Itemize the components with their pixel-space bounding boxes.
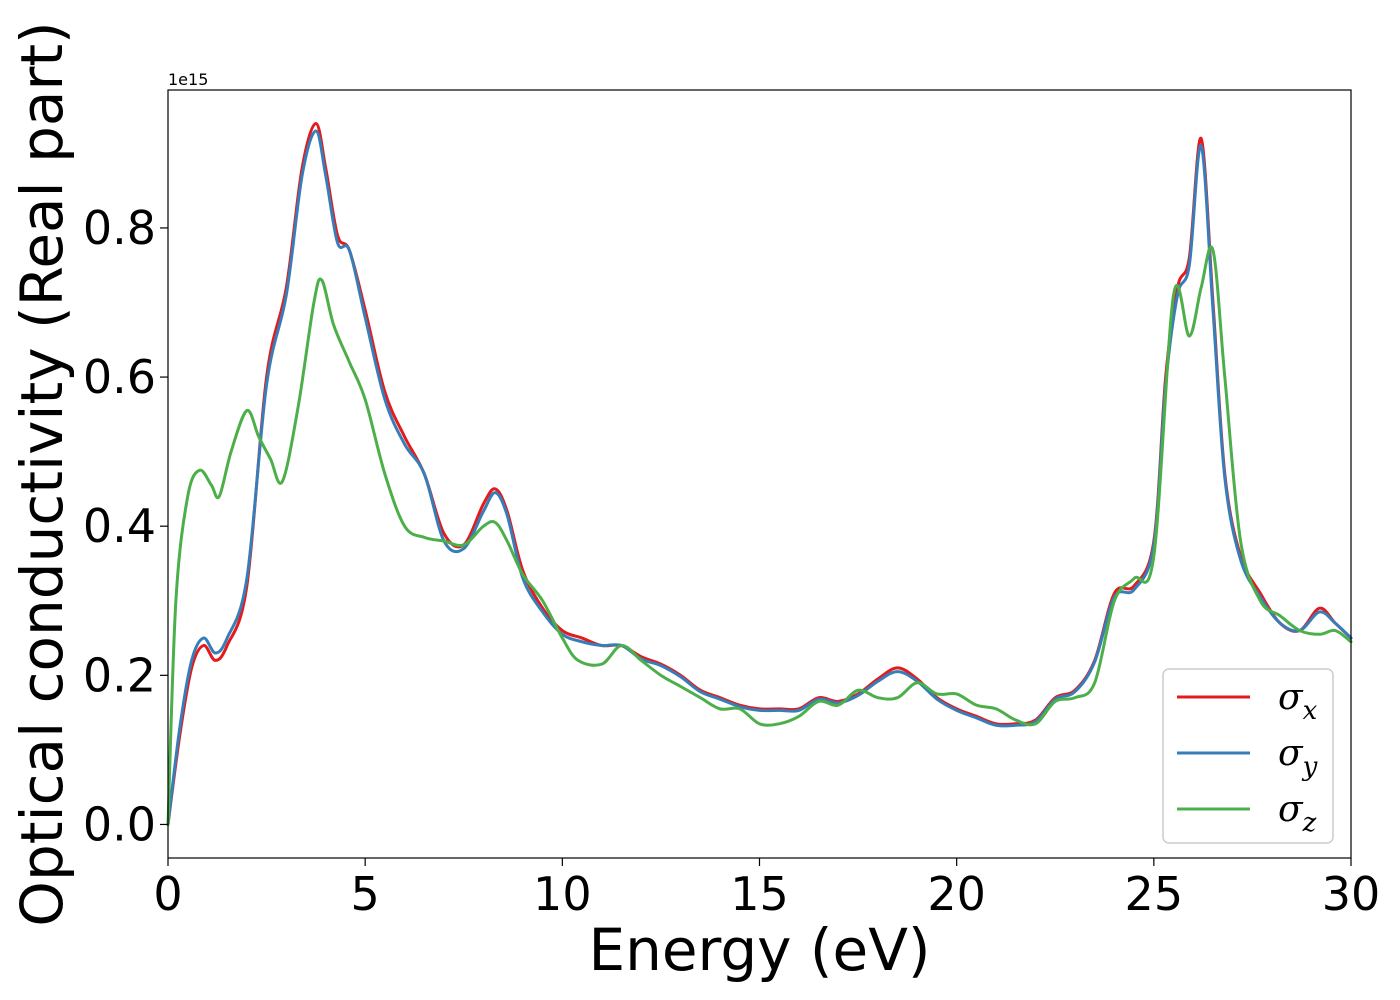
legend-label-x: σx bbox=[1278, 677, 1318, 726]
legend-label-z: σz bbox=[1278, 789, 1317, 838]
y-axis: 0.0 0.2 0.4 0.6 0.8 bbox=[83, 201, 168, 851]
y-tick-label: 0.0 bbox=[83, 797, 156, 851]
y-tick-label: 0.8 bbox=[83, 201, 156, 255]
legend-box bbox=[1162, 668, 1334, 844]
series-line-z bbox=[166, 245, 1353, 826]
y-tick-label: 0.4 bbox=[83, 499, 156, 553]
y-tick-label: 0.2 bbox=[83, 648, 156, 702]
x-tick-label: 10 bbox=[533, 867, 592, 921]
series-line-y bbox=[166, 129, 1353, 826]
x-tick-label: 30 bbox=[1322, 867, 1381, 921]
x-axis-label: Energy (eV) bbox=[588, 916, 930, 984]
plot-background bbox=[168, 90, 1351, 858]
x-axis: 0 5 10 15 20 25 30 bbox=[153, 858, 1380, 921]
y-axis-label: Optical conductivity (Real part) bbox=[8, 21, 76, 926]
x-tick-label: 15 bbox=[730, 867, 789, 921]
legend-label-y: σy bbox=[1278, 733, 1318, 782]
x-tick-label: 0 bbox=[153, 867, 182, 921]
x-tick-label: 5 bbox=[351, 867, 380, 921]
y-offset-label: 1e15 bbox=[168, 70, 208, 89]
x-tick-label: 25 bbox=[1125, 867, 1184, 921]
x-tick-label: 20 bbox=[927, 867, 986, 921]
legend: σx σy σz bbox=[1162, 668, 1334, 844]
series-layer bbox=[166, 122, 1353, 826]
y-tick-label: 0.6 bbox=[83, 350, 156, 404]
